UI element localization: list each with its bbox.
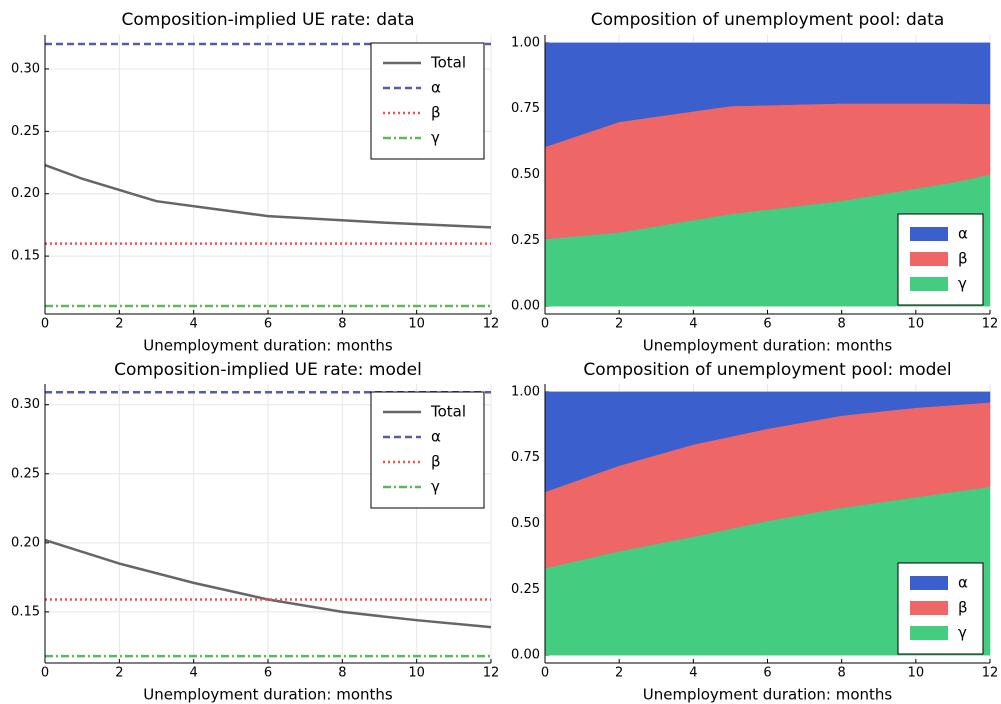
legend: αβγ	[897, 562, 984, 655]
y-tick-label: 0.25	[11, 466, 40, 481]
x-tick-label: 4	[689, 666, 697, 681]
legend-key	[910, 601, 948, 615]
y-tick-label: 0.75	[511, 101, 540, 116]
x-tick-label: 4	[190, 317, 198, 332]
y-tick-label: 0.15	[11, 249, 40, 264]
x-tick-label: 0	[41, 666, 49, 681]
legend-label: γ	[431, 129, 440, 147]
y-tick-label: 0.30	[11, 61, 40, 76]
x-axis-label: Unemployment duration: months	[643, 337, 893, 355]
y-tick-label: 1.00	[511, 35, 540, 50]
subplot: Composition-implied UE rate: model Unempl…	[11, 360, 499, 704]
x-tick-label: 4	[190, 666, 198, 681]
y-tick-label: 0.25	[11, 124, 40, 139]
legend-box	[370, 42, 485, 160]
subplot-title: Composition of unemployment pool: model	[583, 360, 951, 380]
x-tick-label: 2	[615, 666, 623, 681]
x-tick-label: 0	[41, 317, 49, 332]
legend-label: α	[958, 225, 968, 243]
legend-label: γ	[431, 478, 440, 496]
y-tick-label: 0.50	[511, 167, 540, 182]
subplot-title: Composition of unemployment pool: data	[591, 10, 945, 30]
x-tick-label: 6	[264, 317, 272, 332]
x-tick-label: 8	[338, 317, 346, 332]
x-tick-label: 6	[763, 317, 771, 332]
subplot-title: Composition-implied UE rate: model	[114, 360, 422, 380]
y-tick-label: 0.75	[511, 450, 540, 465]
x-tick-label: 8	[338, 666, 346, 681]
y-tick-label: 0.30	[11, 397, 40, 412]
legend-label: γ	[958, 275, 967, 293]
y-tick-label: 0.00	[511, 648, 540, 663]
legend: αβγ	[897, 213, 984, 306]
legend-key	[910, 227, 948, 241]
y-tick-label: 1.00	[511, 384, 540, 399]
legend: Total αβγ	[370, 391, 485, 509]
x-axis-label: Unemployment duration: months	[143, 686, 393, 704]
x-tick-label: 4	[689, 317, 697, 332]
legend-label: β	[431, 453, 441, 471]
legend-key	[910, 277, 948, 291]
line-series	[44, 538, 492, 629]
x-tick-label: 10	[908, 666, 925, 681]
area-segment	[544, 42, 991, 148]
legend-label: γ	[958, 624, 967, 642]
legend-label: α	[958, 574, 968, 592]
x-tick-label: 10	[408, 317, 425, 332]
x-tick-label: 12	[483, 317, 500, 332]
x-tick-label: 12	[982, 666, 999, 681]
legend-label: β	[958, 599, 968, 617]
x-tick-label: 0	[541, 666, 549, 681]
legend-label: α	[431, 428, 441, 446]
y-tick-label: 0.15	[11, 604, 40, 619]
legend-label: β	[958, 250, 968, 268]
y-tick-label: 0.50	[511, 516, 540, 531]
y-tick-label: 0.20	[11, 535, 40, 550]
x-tick-label: 10	[908, 317, 925, 332]
legend-key	[910, 576, 948, 590]
x-tick-label: 8	[838, 317, 846, 332]
legend-key	[910, 252, 948, 266]
legend-label: Total	[430, 403, 466, 421]
line-series	[44, 163, 492, 229]
y-tick-label: 0.25	[511, 582, 540, 597]
y-tick-label: 0.00	[511, 299, 540, 314]
area-segment	[544, 391, 991, 493]
legend-box	[370, 391, 485, 509]
x-tick-label: 0	[541, 317, 549, 332]
legend: Total αβγ	[370, 42, 485, 160]
legend-label: Total	[430, 54, 466, 72]
x-tick-label: 12	[982, 317, 999, 332]
x-tick-label: 2	[615, 317, 623, 332]
y-tick-label: 0.25	[511, 233, 540, 248]
subplot-title: Composition-implied UE rate: data	[121, 10, 414, 30]
x-tick-label: 8	[838, 666, 846, 681]
legend-key	[910, 626, 948, 640]
x-tick-label: 6	[264, 666, 272, 681]
x-tick-label: 10	[408, 666, 425, 681]
x-tick-label: 2	[115, 317, 123, 332]
y-tick-label: 0.20	[11, 186, 40, 201]
x-axis-label: Unemployment duration: months	[143, 337, 393, 355]
legend-label: α	[431, 79, 441, 97]
x-tick-label: 6	[763, 666, 771, 681]
x-axis-label: Unemployment duration: months	[643, 686, 893, 704]
subplot: Composition of unemployment pool: model U…	[511, 360, 998, 704]
x-tick-label: 2	[115, 666, 123, 681]
subplot: Composition of unemployment pool: data Un…	[511, 10, 998, 355]
subplot: Composition-implied UE rate: data Unemplo…	[11, 10, 499, 355]
x-tick-label: 12	[483, 666, 500, 681]
legend-label: β	[431, 104, 441, 122]
